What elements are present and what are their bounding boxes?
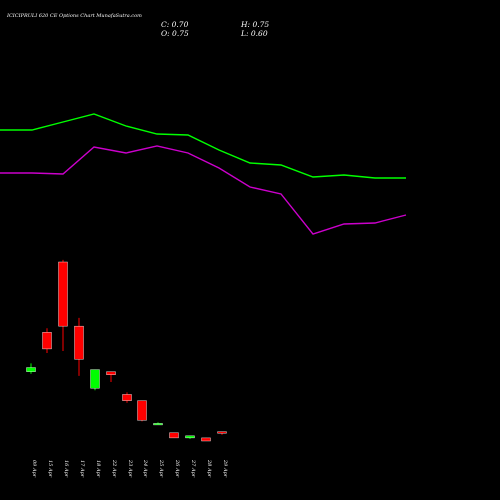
candlestick-layer [26,259,227,442]
high-value: H: 0.75 [240,20,269,29]
candle-body [201,437,211,442]
candle-body [106,371,116,375]
candle-body [185,435,195,439]
close-value: C: 0.70 [161,20,189,29]
candle [169,432,179,439]
candle-body [169,432,179,439]
moving-average-slow [0,145,407,235]
low-value: L: 0.60 [240,29,268,38]
moving-average-fast [0,113,406,179]
chart-title: ICICIPRULI 620 CE Options Chart MunafaSu… [6,13,142,19]
candle [74,317,84,376]
x-tick-label: 16 Apr [63,460,69,478]
candle [153,422,163,426]
candle [26,363,36,374]
candle [201,437,211,442]
x-tick-label: 24 Apr [142,459,148,478]
x-tick-label: 28 Apr [206,459,212,478]
candle [122,392,132,403]
x-tick-label: 29 Apr [222,459,228,478]
candle [106,371,116,383]
candle-body [122,394,132,401]
candle-body [74,325,84,360]
x-tick-label: 17 Apr [79,460,85,478]
x-tick-label: 15 Apr [47,460,53,478]
candle [90,369,100,391]
candle [137,400,147,422]
candle-body [26,367,36,372]
x-tick-label: 23 Apr [127,459,133,478]
x-tick-label: 18 Apr [95,460,101,478]
x-tick-label: 09 Apr [31,460,37,478]
candle-body [153,423,163,426]
candle [58,259,68,351]
candle-body [42,332,52,350]
moving-average-layer [0,113,407,235]
candle [42,328,52,354]
candle [217,431,227,435]
x-tick-label: 22 Apr [111,459,117,478]
candle-body [217,431,227,434]
candle [185,435,195,439]
x-tick-label: 27 Apr [190,459,196,478]
x-tick-label: 26 Apr [174,459,180,478]
candle-body [58,261,68,327]
x-tick-label: 25 Apr [158,459,164,478]
open-value: O: 0.75 [161,29,189,38]
x-axis-labels: 09 Apr 15 Apr 16 Apr 17 Apr 18 Apr 22 Apr 23 A… [31,459,228,478]
candle-body [137,400,147,421]
candle-body [90,369,100,389]
